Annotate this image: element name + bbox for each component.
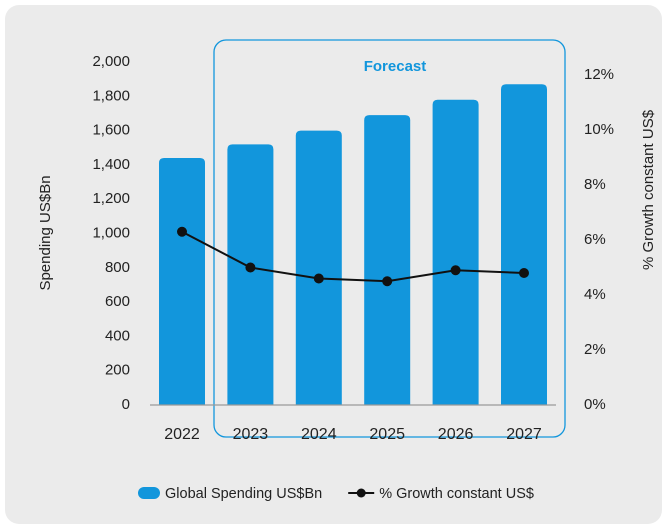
y2-tick-label: 2% bbox=[584, 341, 606, 358]
y-tick-label: 1,200 bbox=[92, 190, 130, 207]
line-point bbox=[382, 276, 393, 287]
line-point bbox=[245, 262, 256, 273]
y2-tick-label: 6% bbox=[584, 231, 606, 248]
forecast-box bbox=[213, 39, 566, 438]
y2-axis-title: % Growth constant US$ bbox=[640, 109, 657, 270]
x-tick-label: 2022 bbox=[164, 426, 200, 443]
x-tick-label: 2024 bbox=[301, 426, 337, 443]
bar bbox=[159, 158, 205, 405]
y-axis-title: Spending US$Bn bbox=[37, 175, 54, 290]
x-tick-label: 2025 bbox=[369, 426, 405, 443]
line-point bbox=[177, 226, 187, 237]
x-tick-label: 2026 bbox=[438, 426, 474, 443]
y-tick-label: 1,800 bbox=[92, 87, 130, 104]
y-tick-label: 0 bbox=[122, 396, 130, 413]
x-tick-label: 2027 bbox=[506, 426, 542, 443]
line-point bbox=[313, 273, 324, 284]
line bbox=[181, 230, 525, 283]
bar bbox=[432, 99, 479, 405]
legend-label: Global Spending US$Bn bbox=[165, 486, 322, 502]
y-tick-label: 600 bbox=[105, 293, 130, 310]
line-point bbox=[450, 265, 461, 276]
annotation: Forecast bbox=[364, 58, 427, 75]
y-tick-label: 800 bbox=[105, 259, 130, 276]
y-tick-label: 200 bbox=[105, 362, 130, 379]
y-tick-label: 1,000 bbox=[92, 224, 130, 241]
bar bbox=[501, 84, 547, 406]
forecast-label-bg bbox=[340, 56, 450, 78]
legend-swatch bbox=[138, 487, 160, 499]
y2-tick-label: 10% bbox=[584, 121, 614, 138]
legend-swatch-dot bbox=[356, 488, 366, 498]
bar bbox=[227, 144, 274, 405]
x-tick-label: 2023 bbox=[233, 426, 269, 443]
legend-label: % Growth constant US$ bbox=[379, 486, 534, 502]
y2-tick-label: 12% bbox=[584, 66, 614, 83]
y-tick-label: 1,600 bbox=[92, 122, 130, 139]
bar bbox=[295, 130, 342, 405]
y-tick-label: 2,000 bbox=[92, 53, 130, 70]
bar bbox=[364, 115, 411, 405]
line-point bbox=[519, 268, 529, 278]
y2-tick-label: 0% bbox=[584, 396, 606, 413]
y2-tick-label: 8% bbox=[584, 176, 606, 193]
y2-tick-label: 4% bbox=[584, 286, 606, 303]
y-tick-label: 1,400 bbox=[92, 156, 130, 173]
y-tick-label: 400 bbox=[105, 327, 130, 344]
